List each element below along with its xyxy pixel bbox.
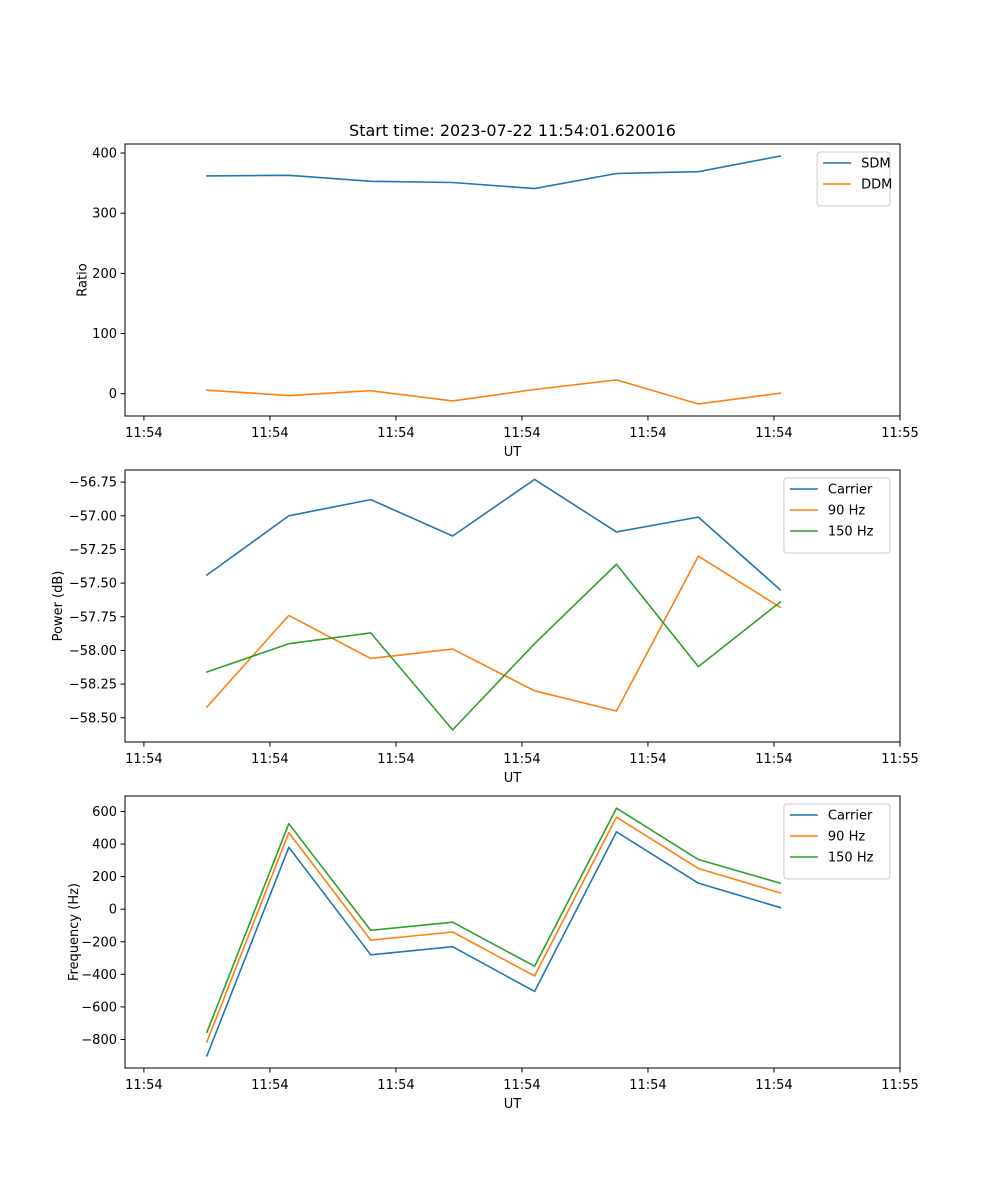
x-tick-label: 11:54: [125, 1078, 162, 1093]
series-line-ddm: [206, 379, 782, 405]
y-tick-label: −200: [81, 935, 117, 950]
series-line-150-hz: [205, 807, 782, 1034]
legend-label: 150 Hz: [828, 525, 874, 540]
series-line-sdm: [206, 155, 782, 190]
legend-label: 90 Hz: [828, 504, 865, 519]
x-tick-label: 11:54: [125, 426, 162, 441]
y-axis-label: Frequency (Hz): [67, 883, 82, 981]
x-tick-label: 11:55: [881, 426, 918, 441]
x-tick-label: 11:54: [755, 752, 792, 767]
legend-box: [816, 151, 891, 207]
y-tick-label: −58.50: [69, 711, 117, 726]
x-tick-label: 11:54: [503, 752, 540, 767]
x-tick-label: 11:54: [251, 752, 288, 767]
legend-box: [783, 803, 891, 880]
axes-frame: [124, 795, 901, 1069]
y-tick-label: 600: [92, 805, 117, 820]
x-tick-label: 11:54: [755, 426, 792, 441]
y-tick-label: −56.75: [69, 476, 117, 491]
y-tick-label: −57.00: [69, 509, 117, 524]
y-tick-label: −57.75: [69, 610, 117, 625]
y-tick-label: −400: [81, 968, 117, 983]
x-tick-label: 11:54: [629, 426, 666, 441]
x-tick-label: 11:54: [503, 1078, 540, 1093]
x-tick-label: 11:54: [755, 1078, 792, 1093]
y-tick-label: 0: [109, 903, 117, 918]
series-line-carrier: [205, 478, 782, 591]
axes-frame: [124, 469, 901, 743]
legend-label: Carrier: [828, 809, 873, 824]
y-tick-label: 300: [92, 207, 117, 222]
figure-title: Start time: 2023-07-22 11:54:01.620016: [349, 121, 676, 140]
axes-frame: [124, 143, 901, 417]
y-tick-label: 400: [92, 147, 117, 162]
x-tick-label: 11:54: [629, 1078, 666, 1093]
legend: SDM DDM: [816, 151, 892, 207]
legend-label: DDM: [861, 178, 892, 193]
chart-panel-3: 11:54 11:54 11:54 11:54 11:54 11:54 11:55 −800 −…: [67, 795, 919, 1112]
x-axis-label: UT: [504, 445, 522, 460]
legend-label: 90 Hz: [828, 830, 865, 845]
chart-panel-2: 11:54 11:54 11:54 11:54 11:54 11:54 11:55 −58.5…: [51, 469, 919, 786]
y-tick-label: 200: [92, 870, 117, 885]
series-line-150-hz: [205, 563, 782, 731]
x-tick-label: 11:55: [881, 752, 918, 767]
x-tick-label: 11:54: [377, 752, 414, 767]
x-tick-label: 11:54: [629, 752, 666, 767]
y-tick-label: 400: [92, 838, 117, 853]
legend-box: [783, 477, 891, 554]
legend: Carrier 90 Hz 150 Hz: [783, 477, 891, 554]
legend: Carrier 90 Hz 150 Hz: [783, 803, 891, 880]
y-axis-label: Power (dB): [51, 571, 66, 642]
x-tick-label: 11:54: [377, 426, 414, 441]
x-tick-label: 11:54: [125, 752, 162, 767]
y-axis-label: Ratio: [75, 263, 90, 296]
y-tick-label: −600: [81, 1000, 117, 1015]
y-tick-label: 100: [92, 327, 117, 342]
panels: 11:54 11:54 11:54 11:54 11:54 11:54 11:55 0 100 2…: [51, 143, 919, 1112]
x-tick-label: 11:54: [503, 426, 540, 441]
series-line-carrier: [205, 831, 782, 1057]
y-tick-label: −800: [81, 1033, 117, 1048]
y-tick-label: −57.25: [69, 543, 117, 558]
x-tick-label: 11:54: [377, 1078, 414, 1093]
x-tick-label: 11:54: [251, 1078, 288, 1093]
y-tick-label: −58.25: [69, 678, 117, 693]
legend-label: Carrier: [828, 483, 873, 498]
series-line-90-hz: [205, 816, 782, 1043]
series-line-90-hz: [205, 555, 782, 712]
y-tick-label: −58.00: [69, 644, 117, 659]
x-axis-label: UT: [504, 771, 522, 786]
chart-panel-1: 11:54 11:54 11:54 11:54 11:54 11:54 11:55 0 100 2…: [75, 143, 919, 460]
x-tick-label: 11:54: [251, 426, 288, 441]
x-axis-label: UT: [504, 1097, 522, 1112]
legend-label: 150 Hz: [828, 851, 874, 866]
x-tick-label: 11:55: [881, 1078, 918, 1093]
legend-label: SDM: [861, 157, 890, 172]
y-tick-label: 0: [109, 387, 117, 402]
y-tick-label: −57.50: [69, 577, 117, 592]
y-tick-label: 200: [92, 267, 117, 282]
